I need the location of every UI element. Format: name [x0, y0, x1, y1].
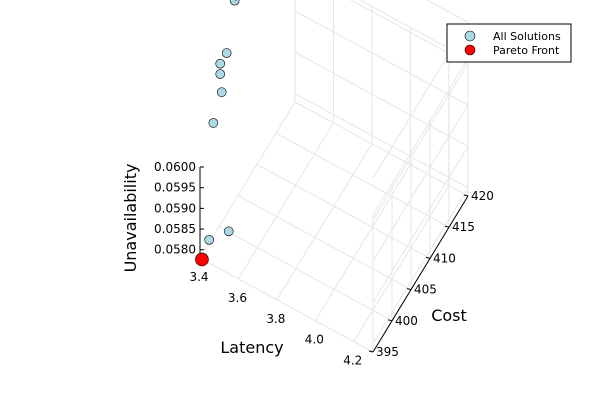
x-tick-label: 3.8 — [266, 312, 285, 326]
grid-line — [349, 0, 469, 65]
grid-line — [294, 93, 469, 189]
grid-line — [372, 104, 469, 262]
grid-line — [353, 185, 450, 342]
y-tick-label: 410 — [433, 251, 456, 265]
legend-box — [446, 23, 572, 63]
legend-marker-pareto-front — [464, 44, 476, 56]
z-tick-label: 0.0580 — [154, 243, 196, 257]
legend-label-pareto-front: Pareto Front — [493, 44, 560, 57]
legend: All Solutions Pareto Front — [446, 23, 572, 63]
y-tick-label: 395 — [376, 345, 399, 359]
grid-line — [199, 257, 374, 353]
grid-line — [372, 187, 469, 344]
y-tick-mark — [425, 256, 431, 259]
grid-line — [425, 0, 469, 23]
x-tick-label: 3.4 — [189, 270, 208, 284]
grid-line — [294, 101, 469, 197]
grid-line — [238, 122, 334, 280]
solution-point — [216, 87, 227, 98]
x-tick-label: 3.6 — [228, 291, 247, 305]
grid-line — [237, 195, 412, 291]
grid-line — [358, 0, 469, 60]
y-tick-mark — [368, 350, 374, 353]
y-tick-mark — [444, 225, 450, 228]
grid — [199, 0, 469, 353]
grid-line — [256, 163, 431, 259]
z-axis-label: Unavailability — [121, 164, 140, 273]
grid-line — [275, 132, 450, 228]
grid-line — [372, 146, 469, 303]
grid-line — [294, 10, 469, 106]
z-tick-label: 0.0600 — [154, 160, 196, 174]
grid-line — [372, 63, 469, 220]
grid-line — [314, 164, 411, 321]
solution-point — [223, 226, 234, 237]
grid-line — [294, 51, 469, 147]
axes — [199, 166, 469, 353]
x-tick-label: 4.2 — [343, 354, 362, 368]
z-tick-label: 0.0595 — [154, 181, 196, 195]
solution-point — [215, 69, 226, 79]
y-tick-label: 415 — [452, 220, 475, 234]
grid-line — [199, 101, 296, 259]
solution-point — [221, 48, 232, 58]
x-axis-label: Latency — [220, 338, 283, 357]
legend-marker-all-solutions — [464, 30, 476, 42]
y-tick-label: 405 — [414, 283, 437, 297]
y-axis-label: Cost — [431, 306, 467, 325]
solution-point — [229, 0, 240, 6]
legend-label-all-solutions: All Solutions — [493, 30, 561, 43]
data-points — [195, 0, 240, 267]
grid-line — [372, 58, 469, 215]
solution-point — [204, 234, 214, 245]
tick-labels: 0.0580 0.0585 0.0590 0.0595 0.0600 3.4 3.6 3.8 4… — [154, 160, 494, 368]
z-tick-label: 0.0590 — [154, 201, 196, 215]
pareto-point — [195, 252, 209, 267]
y-tick-mark — [406, 288, 412, 291]
y-tick-label: 400 — [395, 314, 418, 328]
z-tick-label: 0.0585 — [154, 222, 196, 236]
grid-line — [276, 143, 373, 301]
solution-point — [215, 58, 226, 69]
grid-line — [218, 226, 393, 322]
solution-point — [208, 118, 219, 128]
y-axis-line — [372, 195, 469, 353]
y-tick-mark — [387, 319, 393, 322]
y-tick-label: 420 — [471, 189, 494, 203]
y-tick-mark — [463, 194, 469, 197]
x-tick-label: 4.0 — [305, 333, 324, 347]
